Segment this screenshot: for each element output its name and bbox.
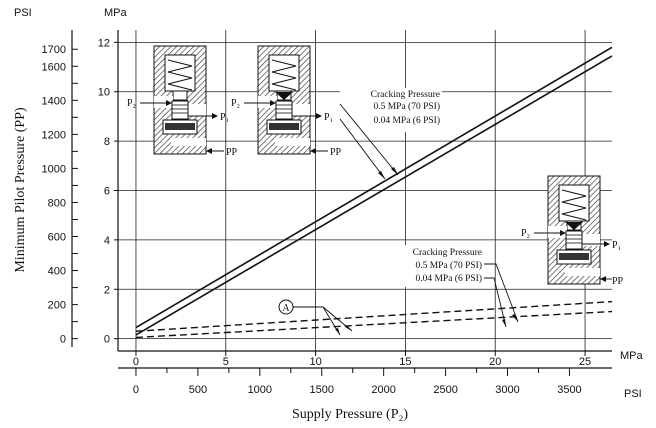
x-tick-label-mpa: 20 xyxy=(489,356,501,368)
data-series xyxy=(135,46,613,339)
valve3-pp-label: PP xyxy=(612,276,624,287)
lower-ann-title: Cracking Pressure xyxy=(413,248,482,258)
y-tick-label-psi: 1600 xyxy=(42,61,66,73)
lower-annotation: Cracking Pressure 0.5 MPa (70 PSI) 0.04 … xyxy=(390,245,519,328)
y-tick-label-psi: 400 xyxy=(48,266,66,278)
y-tick-label-psi: 200 xyxy=(48,300,66,312)
y-tick-label-psi: 800 xyxy=(48,197,66,209)
x-unit-psi: PSI xyxy=(624,388,642,400)
y-tick-label-psi: 1200 xyxy=(42,129,66,141)
upper-ann-title: Cracking Pressure xyxy=(371,90,440,100)
x-tick-label-mpa: 0 xyxy=(133,356,139,368)
valve2-p2-label: P₂ xyxy=(231,98,240,109)
valve2-pp-label: PP xyxy=(330,147,342,158)
x-tick-label-psi: 2000 xyxy=(371,384,395,396)
x-tick-label-mpa: 5 xyxy=(223,356,229,368)
y-tick-label-psi: 1400 xyxy=(42,95,66,107)
x-tick-label-mpa: 15 xyxy=(399,356,411,368)
series-line-dashed xyxy=(135,300,613,332)
x-tick-label-psi: 0 xyxy=(133,384,139,396)
valve2-p1-label: P₁ xyxy=(324,112,333,123)
y-tick-label-mpa: 0 xyxy=(104,334,110,346)
valve1-p2-label: P₂ xyxy=(127,98,136,109)
y-tick-label-psi: 1000 xyxy=(42,163,66,175)
y-tick-label-mpa: 6 xyxy=(104,186,110,198)
valve-diagram-2: P₂ P₁ PP xyxy=(231,45,342,158)
y-tick-label-psi: 0 xyxy=(60,334,66,346)
x-tick-label-psi: 2500 xyxy=(433,384,457,396)
x-tick-label-psi: 3000 xyxy=(495,384,519,396)
y-unit-left: PSI xyxy=(14,7,32,19)
lower-ann-line3: 0.04 MPa (6 PSI) xyxy=(415,273,482,284)
valve1-pp-label: PP xyxy=(226,147,238,158)
series-line-solid xyxy=(135,46,613,329)
y-tick-label-mpa: 8 xyxy=(104,136,110,148)
upper-ann-line2: 0.5 MPa (70 PSI) xyxy=(373,101,440,112)
y-tick-label-mpa: 12 xyxy=(98,37,110,49)
x-tick-label-psi: 1000 xyxy=(248,384,272,396)
lower-ann-line2: 0.5 MPa (70 PSI) xyxy=(415,260,482,271)
y-tick-label-mpa: 4 xyxy=(104,235,110,247)
x-tick-label-psi: 500 xyxy=(189,384,207,396)
x-axis-title: Supply Pressure (P₂) xyxy=(292,407,408,422)
valve3-p1-label: P₁ xyxy=(612,240,621,251)
valve-diagram-1: P₂ P₁ PP xyxy=(127,45,238,158)
x-tick-label-mpa: 10 xyxy=(309,356,321,368)
x-tick-label-psi: 3500 xyxy=(557,384,581,396)
series-line-dashed xyxy=(135,310,613,339)
y-tick-label-psi: 1700 xyxy=(42,44,66,56)
y-unit-right: MPa xyxy=(104,7,128,19)
y-tick-label-psi: 600 xyxy=(48,232,66,244)
y-tick-label-mpa: 2 xyxy=(104,284,110,296)
upper-annotation: Cracking Pressure 0.5 MPa (70 PSI) 0.04 … xyxy=(339,88,442,180)
y-tick-label-mpa: 10 xyxy=(98,87,110,99)
axis-ticks: 0 5 10 15 20 250 500 1000 1500 2000 2500 3000 350002… xyxy=(42,37,592,396)
valve1-p1-label: P₁ xyxy=(220,112,229,123)
x-tick-label-mpa: 25 xyxy=(579,356,591,368)
x-unit-mpa: MPa xyxy=(620,350,644,362)
valve3-p2-label: P₂ xyxy=(521,228,530,239)
series-line-solid xyxy=(135,55,613,336)
valve-diagram-3: P₂ P₁ PP xyxy=(521,175,624,287)
marker-a: A xyxy=(278,299,353,336)
y-axis-title: Minimum Pilot Pressure (PP) xyxy=(13,107,28,273)
upper-ann-line3: 0.04 MPa (6 PSI) xyxy=(373,115,440,126)
marker-a-label: A xyxy=(282,303,290,314)
x-tick-label-psi: 1500 xyxy=(310,384,334,396)
